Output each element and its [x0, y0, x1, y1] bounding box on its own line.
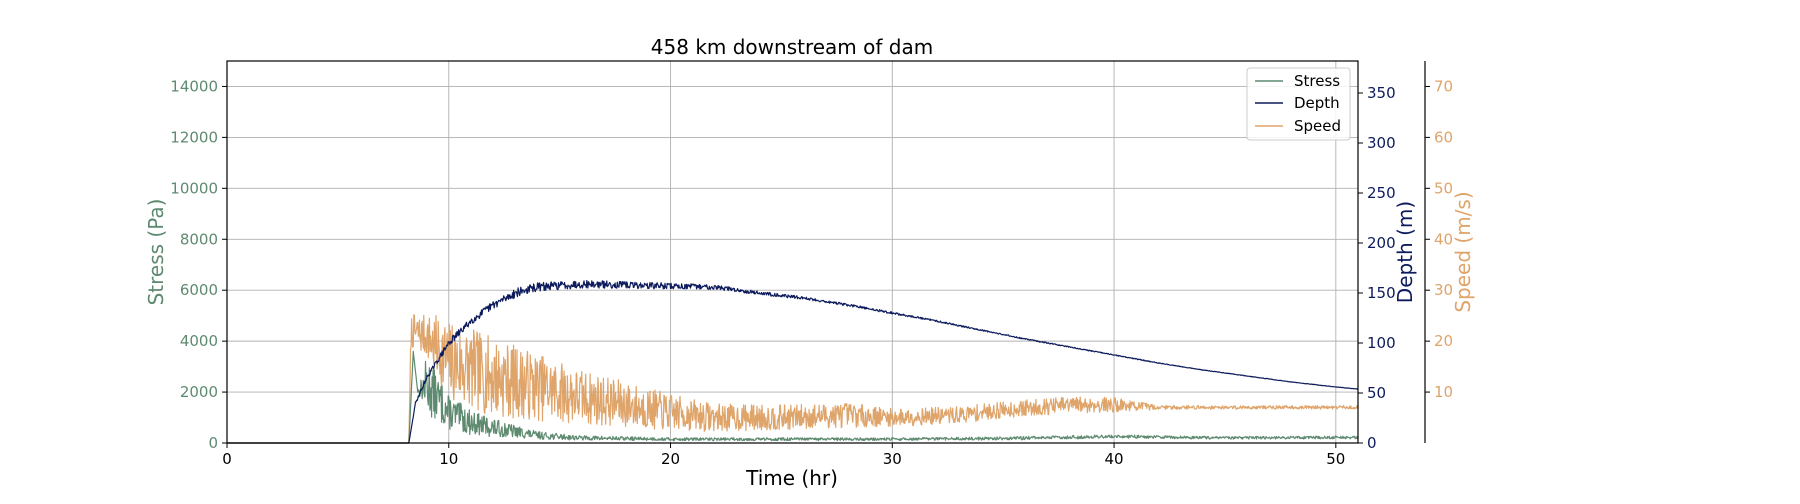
depth-axis-label: Depth (m) — [1393, 201, 1417, 303]
axis-layer: 0 10 20 30 40 5002000400060008000100001200014… — [170, 77, 1453, 468]
speed-tick-label: 20 — [1434, 332, 1453, 350]
x-tick-label: 30 — [883, 450, 902, 468]
speed-tick-label: 50 — [1434, 179, 1453, 197]
x-tick-label: 50 — [1326, 450, 1345, 468]
depth-tick-label: 200 — [1367, 234, 1396, 252]
x-tick-label: 20 — [661, 450, 680, 468]
legend: Stress Depth Speed — [1246, 67, 1351, 141]
legend-label-speed: Speed — [1294, 117, 1341, 135]
legend-label-stress: Stress — [1294, 72, 1340, 90]
depth-tick-label: 100 — [1367, 334, 1396, 352]
legend-box — [1246, 67, 1351, 141]
speed-tick-label: 10 — [1434, 383, 1453, 401]
x-tick-label: 40 — [1105, 450, 1124, 468]
depth-tick-label: 300 — [1367, 134, 1396, 152]
chart-title: 458 km downstream of dam — [651, 35, 933, 59]
stress-tick-label: 10000 — [170, 179, 218, 197]
depth-tick-label: 0 — [1367, 434, 1377, 452]
legend-label-depth: Depth — [1294, 94, 1340, 112]
stress-tick-label: 0 — [208, 434, 218, 452]
speed-tick-label: 40 — [1434, 230, 1453, 248]
depth-tick-label: 50 — [1367, 384, 1386, 402]
depth-tick-label: 250 — [1367, 184, 1396, 202]
stress-axis-label: Stress (Pa) — [144, 199, 168, 306]
x-tick-label: 10 — [439, 450, 458, 468]
stress-tick-label: 12000 — [170, 128, 218, 146]
x-axis-label: Time (hr) — [745, 466, 838, 490]
speed-tick-label: 30 — [1434, 281, 1453, 299]
stress-tick-label: 8000 — [180, 230, 218, 248]
stress-tick-label: 14000 — [170, 77, 218, 95]
speed-series-line — [227, 314, 1359, 444]
stress-tick-label: 6000 — [180, 281, 218, 299]
series-layer — [227, 279, 1359, 444]
stress-tick-label: 2000 — [180, 383, 218, 401]
x-tick-label: 0 — [222, 450, 232, 468]
speed-axis-label: Speed (m/s) — [1451, 191, 1475, 312]
depth-tick-label: 150 — [1367, 284, 1396, 302]
stress-series-line — [227, 350, 1359, 444]
stress-tick-label: 4000 — [180, 332, 218, 350]
depth-series-line — [227, 279, 1359, 444]
plot-background — [227, 61, 1358, 443]
speed-tick-label: 60 — [1434, 128, 1453, 146]
plot-frame — [226, 60, 1359, 444]
depth-tick-label: 350 — [1367, 84, 1396, 102]
speed-tick-label: 70 — [1434, 77, 1453, 95]
